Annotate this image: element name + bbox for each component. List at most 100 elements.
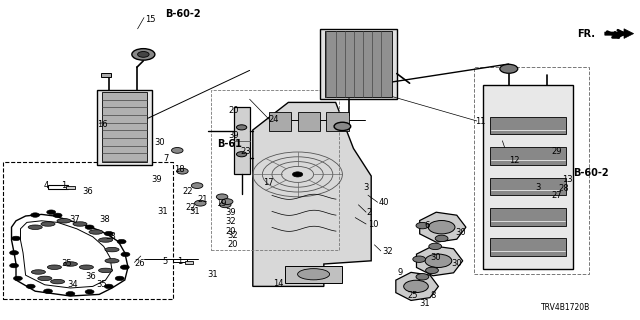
Text: B-60-2: B-60-2 [573, 168, 609, 178]
Text: 31: 31 [157, 207, 168, 216]
Text: TRV4B1720B: TRV4B1720B [541, 303, 590, 312]
Bar [285, 266, 342, 283]
Bar [173, 259, 187, 262]
Circle shape [10, 251, 19, 255]
Circle shape [12, 236, 20, 241]
Text: FR.: FR. [577, 28, 595, 39]
Ellipse shape [47, 265, 61, 269]
Circle shape [237, 125, 247, 130]
Text: 4: 4 [44, 181, 49, 190]
Text: 23: 23 [241, 148, 252, 156]
Ellipse shape [28, 225, 42, 229]
Text: B-60-2: B-60-2 [165, 9, 201, 19]
Text: 31: 31 [207, 270, 218, 279]
Text: 20: 20 [228, 106, 239, 115]
Circle shape [220, 202, 231, 208]
Text: 13: 13 [562, 175, 573, 184]
Text: 28: 28 [558, 184, 569, 193]
Text: 36: 36 [82, 188, 93, 196]
Text: 1: 1 [177, 257, 182, 266]
Circle shape [413, 256, 426, 262]
Circle shape [177, 168, 188, 174]
Text: 16: 16 [97, 120, 108, 129]
Text: 27: 27 [552, 191, 563, 200]
Circle shape [237, 152, 247, 157]
Ellipse shape [31, 270, 45, 274]
Circle shape [425, 254, 452, 268]
Bar [325, 31, 392, 97]
Ellipse shape [63, 262, 77, 266]
Text: 3: 3 [364, 183, 369, 192]
Text: 30: 30 [431, 253, 442, 262]
Circle shape [47, 210, 56, 214]
Circle shape [104, 284, 113, 289]
Text: 22: 22 [182, 188, 193, 196]
Ellipse shape [89, 230, 103, 234]
Bar [490, 208, 566, 226]
Ellipse shape [51, 279, 65, 284]
Circle shape [85, 225, 94, 229]
Text: 38: 38 [106, 232, 116, 241]
Text: 20: 20 [225, 227, 236, 236]
Text: 30: 30 [154, 138, 165, 147]
Bar [48, 185, 68, 189]
Polygon shape [417, 246, 463, 276]
Text: B-61: B-61 [218, 139, 243, 149]
Ellipse shape [73, 222, 87, 226]
Text: 26: 26 [134, 260, 145, 268]
Text: 29: 29 [552, 148, 562, 156]
Circle shape [121, 252, 130, 257]
Ellipse shape [79, 265, 93, 269]
Text: 6: 6 [424, 221, 429, 230]
Bar [234, 107, 250, 174]
Text: 22: 22 [186, 204, 196, 212]
Ellipse shape [105, 259, 119, 263]
Polygon shape [396, 272, 438, 300]
Text: 3: 3 [535, 183, 540, 192]
Text: 8: 8 [430, 292, 435, 300]
Bar [102, 92, 147, 162]
Text: 30: 30 [456, 228, 467, 237]
Circle shape [500, 64, 518, 73]
Circle shape [428, 220, 455, 234]
Bar [490, 178, 566, 195]
Text: 39: 39 [225, 208, 236, 217]
Bar [490, 147, 566, 165]
Circle shape [132, 49, 155, 60]
Circle shape [10, 263, 19, 268]
Text: 11: 11 [475, 117, 485, 126]
Ellipse shape [298, 269, 330, 280]
Circle shape [120, 265, 129, 269]
Bar [269, 112, 291, 131]
Bar [483, 85, 573, 269]
Circle shape [416, 222, 429, 229]
Text: 19: 19 [216, 199, 227, 208]
Text: 1: 1 [61, 181, 67, 190]
Ellipse shape [41, 222, 55, 226]
Circle shape [66, 292, 75, 296]
Text: 24: 24 [269, 116, 279, 124]
Circle shape [138, 52, 149, 57]
Text: 14: 14 [273, 279, 283, 288]
Circle shape [221, 199, 233, 204]
Bar [101, 73, 111, 77]
Circle shape [404, 280, 428, 292]
Text: 2: 2 [367, 208, 372, 217]
Text: 35: 35 [97, 280, 108, 289]
Bar [3, 162, 173, 299]
Text: 30: 30 [451, 260, 462, 268]
Circle shape [334, 122, 351, 131]
Bar [66, 186, 75, 189]
Ellipse shape [105, 247, 119, 252]
Circle shape [416, 274, 429, 280]
Bar [97, 90, 152, 165]
Polygon shape [253, 102, 371, 286]
Bar [211, 90, 339, 250]
Ellipse shape [57, 219, 71, 223]
Text: 36: 36 [85, 272, 96, 281]
Text: 5: 5 [162, 257, 167, 266]
Text: 32: 32 [383, 247, 394, 256]
Bar [326, 112, 349, 131]
Text: 18: 18 [174, 165, 185, 174]
Circle shape [117, 239, 126, 244]
